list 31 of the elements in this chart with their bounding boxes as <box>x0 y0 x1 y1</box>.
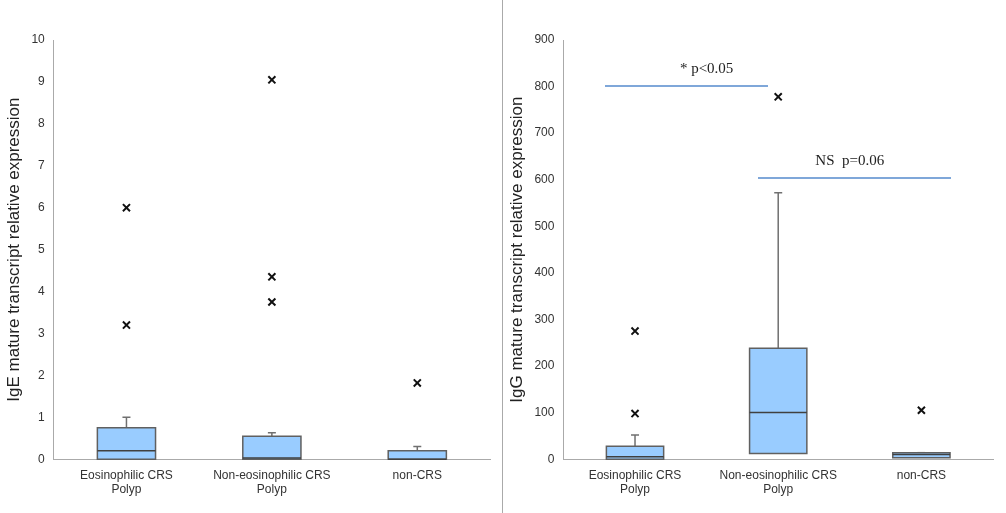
y-tick-label: 10 <box>31 32 46 47</box>
y-tick-label: 2 <box>38 367 46 382</box>
x-tick-label: Non-eosinophilic CRS Polyp <box>213 467 331 497</box>
y-tick-label: 0 <box>38 451 46 466</box>
y-tick-label: 3 <box>38 325 46 340</box>
y-axis-title: IgG mature transcript relative expression <box>506 96 526 403</box>
y-tick-label: 4 <box>38 283 46 298</box>
x-tick-label: non-CRS <box>392 467 442 482</box>
y-tick-label: 600 <box>534 172 555 187</box>
x-tick-label: Eosinophilic CRS Polyp <box>80 467 173 497</box>
y-tick-label: 800 <box>534 78 555 93</box>
y-tick-label: 0 <box>547 451 555 466</box>
y-tick-label: 6 <box>38 199 46 214</box>
x-tick-label: Non-eosinophilic CRS Polyp <box>719 467 837 497</box>
x-tick-label: non-CRS <box>896 467 947 482</box>
y-tick-label: 400 <box>534 265 555 280</box>
y-tick-label: 1 <box>38 409 46 424</box>
x-tick-label: Eosinophilic CRS Polyp <box>588 467 682 497</box>
y-tick-label: 7 <box>38 158 46 173</box>
y-tick-label: 500 <box>534 218 555 233</box>
annotation: * p<0.05 <box>678 60 735 78</box>
y-tick-label: 300 <box>534 311 555 326</box>
y-axis-title: IgE mature transcript relative expression <box>3 97 23 402</box>
y-tick-label: 9 <box>38 74 46 89</box>
y-tick-label: 900 <box>534 32 555 47</box>
y-tick-label: 700 <box>534 125 555 140</box>
y-tick-label: 200 <box>534 358 555 373</box>
y-tick-label: 5 <box>38 241 46 256</box>
y-tick-label: 8 <box>38 116 46 131</box>
annotation: NS p=0.06 <box>814 152 886 170</box>
y-tick-label: 100 <box>534 404 555 419</box>
